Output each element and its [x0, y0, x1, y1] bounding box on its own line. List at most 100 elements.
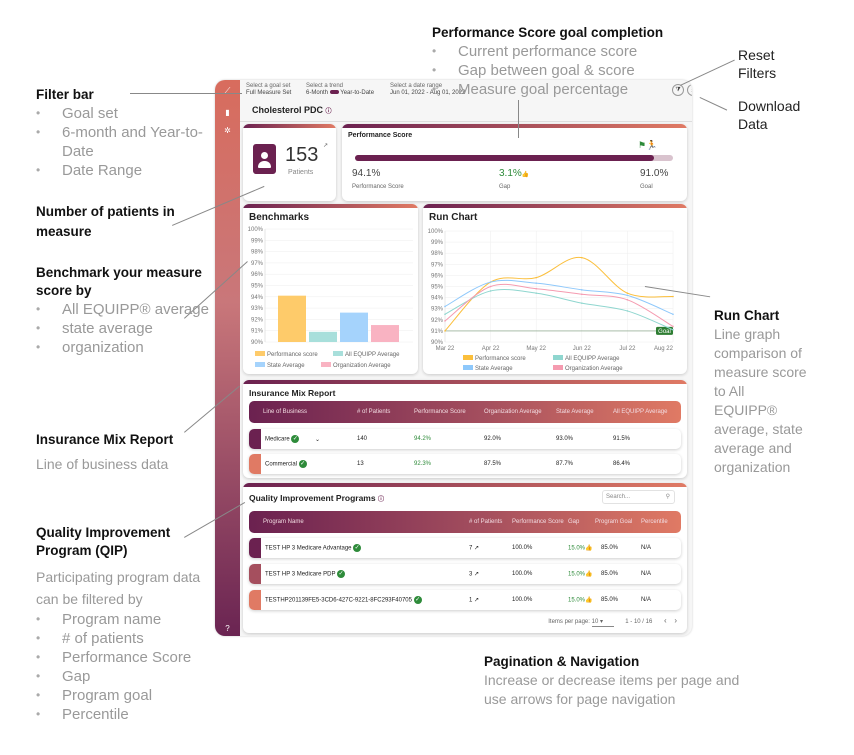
gap-cell: 15.0% — [568, 597, 586, 604]
line-of-business: Medicare — [265, 436, 290, 443]
percentile-cell: N/A — [641, 597, 652, 603]
data-point — [581, 302, 583, 304]
insurance-mix-card: Insurance Mix Report Line of Business # o… — [243, 380, 687, 478]
card-title: Quality Improvement Programs ⓘ — [249, 493, 384, 503]
external-link-icon[interactable]: ↗ — [474, 571, 480, 578]
leader-line — [518, 100, 519, 138]
state-cell: 93.0% — [556, 436, 574, 442]
table-row[interactable]: Medicare ✓ ⌄ 140 94.2% 92.0% 93.0% 91.5% — [249, 429, 681, 449]
goal-set-select[interactable]: Select a goal set Full Measure Set — [246, 83, 291, 97]
column-header[interactable]: Organization Average — [484, 409, 542, 415]
x-tick-label: May 22 — [526, 346, 546, 352]
check-icon: ✓ — [413, 596, 422, 604]
equipp-cell: 91.5% — [613, 436, 631, 442]
annotation-item: # of patients — [36, 629, 206, 648]
filter-bar: Select a goal set Full Measure Set Select… — [240, 80, 692, 100]
annotation-item: Program goal — [36, 686, 206, 705]
document-icon[interactable]: ▮ — [225, 108, 230, 117]
percentile-cell: N/A — [641, 571, 652, 577]
table-row[interactable]: TEST HP 3 Medicare PDP ✓ 3 ↗ 100.0% 15.0%👍 8… — [249, 564, 681, 584]
column-header[interactable]: # of Patients — [469, 519, 503, 525]
score-cell: 92.3% — [414, 461, 432, 467]
bar — [278, 295, 306, 342]
leader-line — [130, 93, 242, 94]
run-chart: 90% 91% 92% 93% 94% 95% 96% 97% 98% 99% 100% Mar 22… — [428, 229, 674, 372]
column-header[interactable]: Program Name — [263, 519, 304, 525]
annotation-title: Benchmark your measure score by — [36, 265, 202, 298]
card-title: Performance Score — [348, 132, 413, 139]
column-header[interactable]: Gap — [568, 519, 580, 525]
thumbs-up-icon: 👍 — [585, 571, 593, 578]
legend-swatch — [255, 351, 265, 356]
search-icon[interactable]: ⚲ — [665, 494, 670, 500]
data-point — [672, 328, 674, 331]
column-header[interactable]: State Average — [556, 409, 594, 415]
y-tick-label: 99% — [251, 238, 264, 244]
gap-label: Gap — [499, 184, 511, 190]
goal-label: Goal — [658, 329, 671, 335]
annotation-item: All EQUIPP® average — [36, 300, 209, 319]
data-point — [626, 294, 629, 297]
annotation-title: Performance Score goal completion — [432, 25, 664, 40]
column-header[interactable]: Performance Score — [512, 519, 564, 525]
items-per-page-select[interactable]: 10 ▾ — [591, 618, 614, 627]
data-point — [489, 290, 492, 292]
table-row[interactable]: TEST HP 3 Medicare Advantage ✓ 7 ↗ 100.0% 1… — [249, 538, 681, 558]
y-tick-label: 91% — [431, 329, 444, 335]
performance-score-value: 94.1% — [352, 168, 381, 179]
annotation-title: Quality Improvement Program (QIP) — [36, 525, 171, 558]
annotation-download: Download Data — [738, 97, 808, 133]
legend-label: Organization Average — [333, 363, 391, 369]
next-page-button[interactable]: › — [674, 616, 677, 625]
chevron-down-icon[interactable]: ⌄ — [315, 436, 321, 443]
card-title: Insurance Mix Report — [249, 388, 336, 398]
prev-page-button[interactable]: ‹ — [663, 616, 667, 625]
gap-cell: 15.0% — [568, 545, 586, 552]
data-point — [581, 289, 583, 291]
data-point — [535, 282, 537, 284]
series-line — [444, 289, 674, 331]
annotation-title: Filter bar — [36, 87, 94, 102]
x-tick-label: Jul 22 — [619, 346, 636, 352]
y-tick-label: 90% — [431, 340, 444, 346]
trend-ytd: Year-to-Date — [340, 90, 375, 96]
data-point — [535, 292, 537, 294]
benchmarks-card: Benchmarks 90% 91% 92% 93% 94% 95% 96% 97% 98% 99… — [243, 204, 418, 374]
data-point — [535, 287, 537, 290]
table-row[interactable]: TESTHP201139FE5-3CD6-427C-9221-8FC293F40… — [249, 590, 681, 610]
page-range: 1 - 10 / 16 — [625, 619, 653, 625]
y-tick-label: 96% — [431, 273, 444, 279]
date-range-select[interactable]: Select a date range Jun 01, 2022 - Aug 01… — [390, 83, 465, 97]
toggle-switch[interactable] — [329, 90, 339, 95]
external-link-icon[interactable]: ↗ — [474, 545, 480, 552]
column-header[interactable]: Percentile — [641, 519, 668, 525]
annotation-perf-goal: Performance Score goal completion Curren… — [432, 24, 663, 99]
help-icon[interactable]: ⓘ — [377, 497, 384, 503]
annotation-item: Program name — [36, 610, 206, 629]
download-button[interactable]: ⤓ — [687, 84, 692, 96]
column-header[interactable]: Line of Business — [263, 409, 308, 415]
help-icon[interactable]: ? — [225, 624, 230, 633]
trend-toggle[interactable]: Select a trend 6-Month Year-to-Date — [306, 83, 374, 97]
table-row[interactable]: Commercial ✓ 13 92.3% 87.5% 87.7% 86.4% — [249, 454, 681, 474]
column-header[interactable]: All EQUIPP Average — [613, 409, 668, 415]
x-tick-label: Jun 22 — [573, 346, 592, 352]
patients-cell: 3 — [469, 571, 473, 578]
x-tick-label: Mar 22 — [436, 346, 455, 352]
annotation-title: Insurance Mix Report — [36, 432, 174, 447]
search-input[interactable]: Search... ⚲ — [602, 490, 675, 504]
column-header[interactable]: # of Patients — [357, 409, 391, 415]
card-title: Benchmarks — [249, 212, 310, 223]
external-link-icon[interactable]: ↗ — [474, 597, 480, 604]
external-link-icon[interactable]: ↗ — [323, 143, 329, 149]
reset-filters-button[interactable]: ⧩ — [672, 84, 684, 96]
annotation-filter-bar: Filter bar Goal set6-month and Year-to-D… — [36, 86, 216, 180]
x-tick-label: Apr 22 — [482, 346, 500, 352]
data-point — [444, 330, 446, 332]
settings-icon[interactable]: ✲ — [224, 126, 231, 135]
chart-icon[interactable]: ⟋ — [224, 86, 231, 95]
annotation-reset: Reset Filters — [738, 46, 788, 82]
help-icon[interactable]: ⓘ — [325, 109, 332, 115]
column-header[interactable]: Program Goal — [595, 519, 633, 525]
column-header[interactable]: Performance Score — [414, 409, 466, 415]
